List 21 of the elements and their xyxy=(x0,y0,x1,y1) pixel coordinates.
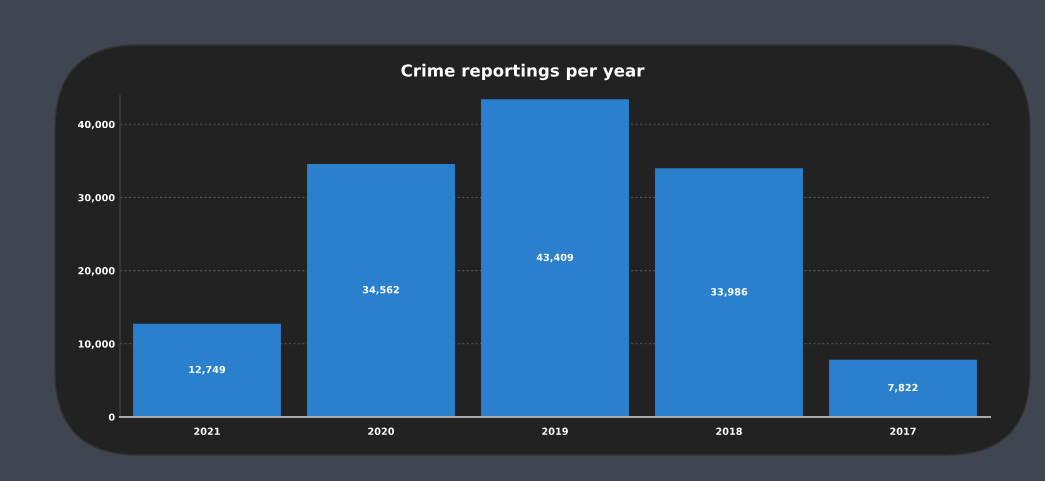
bar xyxy=(655,168,803,417)
x-tick-label: 2021 xyxy=(194,427,220,435)
bar xyxy=(133,323,281,417)
chart-title: Crime reportings per year xyxy=(401,63,645,81)
data-label: 34,562 xyxy=(362,286,399,295)
y-tick-label: 10,000 xyxy=(78,340,115,349)
bar xyxy=(307,164,455,417)
y-tick-label: 0 xyxy=(108,413,115,421)
y-tick-label: 20,000 xyxy=(78,267,115,276)
data-label: 7,822 xyxy=(888,383,918,393)
bar xyxy=(481,99,629,417)
y-tick-label: 30,000 xyxy=(78,193,115,203)
x-tick-label: 2019 xyxy=(542,427,568,435)
y-tick-label: 40,000 xyxy=(78,120,115,130)
bar xyxy=(829,359,977,417)
data-label: 33,986 xyxy=(710,288,748,297)
x-tick-label: 2017 xyxy=(890,427,916,435)
data-label: 12,749 xyxy=(189,365,226,375)
x-tick-label: 2020 xyxy=(368,427,395,435)
x-tick-label: 2018 xyxy=(716,427,742,435)
data-label: 43,409 xyxy=(536,253,574,263)
